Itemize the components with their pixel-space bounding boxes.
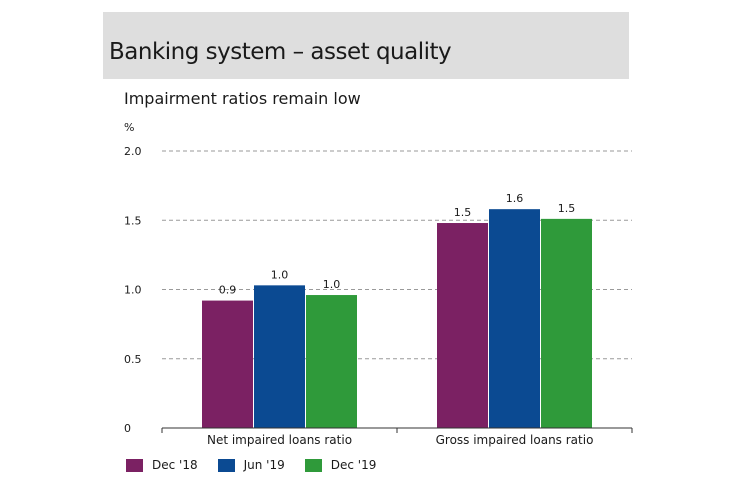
legend: Dec '18 Jun '19 Dec '19: [126, 458, 396, 472]
y-tick-label: 1.0: [124, 284, 142, 297]
x-category-label: Gross impaired loans ratio: [436, 433, 594, 447]
bar: [306, 295, 357, 428]
bar: [489, 209, 540, 428]
y-tick-label: 2.0: [124, 145, 142, 158]
chart-title: Impairment ratios remain low: [124, 89, 361, 108]
legend-item-dec-18: Dec '18: [126, 458, 198, 472]
bar-value-label: 1.0: [323, 278, 341, 291]
bar: [437, 223, 488, 428]
bar-value-label: 1.5: [558, 202, 576, 215]
page-title: Banking system – asset quality: [109, 39, 452, 65]
bar-value-label: 1.5: [454, 206, 472, 219]
header-banner: Banking system – asset quality: [103, 12, 629, 79]
legend-label-jun-19: Jun '19: [243, 458, 285, 472]
legend-label-dec-18: Dec '18: [152, 458, 198, 472]
y-tick-label: 0: [124, 422, 131, 435]
bar-value-label: 1.6: [506, 192, 524, 205]
bar-value-label: 1.0: [271, 268, 289, 281]
legend-label-dec-19: Dec '19: [330, 458, 377, 472]
y-tick-label: 0.5: [124, 353, 142, 366]
legend-item-jun-19: Jun '19: [217, 458, 285, 472]
y-tick-label: 1.5: [124, 214, 142, 227]
bar: [202, 300, 253, 428]
legend-swatch-dec-18: [126, 458, 143, 472]
x-category-label: Net impaired loans ratio: [207, 433, 352, 447]
bar: [541, 218, 592, 428]
legend-swatch-jun-19: [217, 458, 235, 472]
bar: [254, 285, 305, 428]
legend-item-dec-19: Dec '19: [304, 458, 377, 472]
legend-swatch-dec-19: [304, 458, 322, 472]
y-axis-unit-label: %: [124, 121, 134, 134]
bar-value-label: 0.9: [219, 284, 237, 297]
